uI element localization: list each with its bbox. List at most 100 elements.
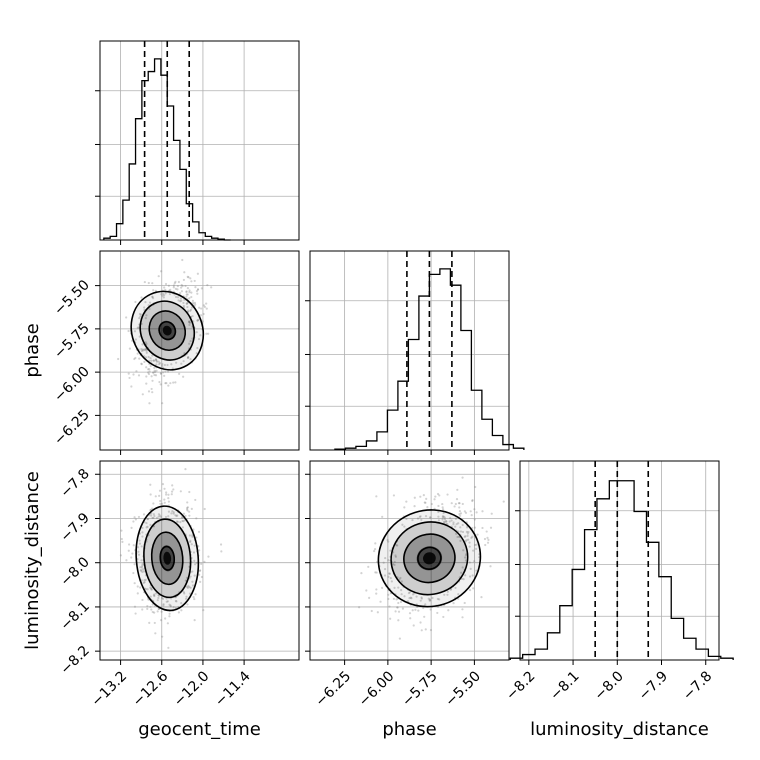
scatter-point [185,585,189,589]
scatter-point [459,526,462,529]
scatter-point [152,371,155,374]
scatter-point [387,575,390,579]
scatter-point [196,346,199,350]
scatter-point [127,329,130,333]
scatter-point [207,332,210,335]
scatter-point [147,390,151,393]
scatter-point [140,347,143,351]
joint-panel-geocent_time-luminosity_distance [119,468,223,649]
scatter-point [159,383,162,386]
scatter-point [141,598,144,602]
scatter-point [167,493,170,496]
scatter-point [375,495,378,498]
scatter-point [167,510,171,513]
scatter-point [471,535,474,538]
scatter-point [169,382,172,385]
scatter-point [136,326,139,329]
scatter-point [153,373,156,377]
scatter-point [143,348,146,352]
scatter-point [438,494,441,497]
scatter-point [199,569,202,572]
scatter-point [184,468,187,471]
scatter-point [143,306,146,309]
scatter-point [141,531,144,534]
scatter-point [419,495,422,498]
scatter-point [180,283,183,287]
scatter-point [416,517,420,520]
scatter-point [155,360,158,363]
scatter-point [454,517,458,520]
scatter-point [461,502,464,506]
scatter-point [147,281,150,285]
scatter-point [387,559,390,562]
scatter-point [182,304,185,308]
scatter-point [138,539,141,542]
scatter-point [180,299,183,302]
scatter-point [150,588,153,591]
scatter-point [446,590,449,593]
scatter-point [141,608,144,611]
scatter-point [442,615,445,619]
scatter-point [397,586,400,589]
scatter-point [144,341,147,344]
scatter-point [464,511,468,514]
scatter-point [405,500,408,503]
scatter-point [417,609,420,612]
scatter-point [388,572,391,575]
scatter-point [162,603,165,606]
scatter-point [168,615,171,618]
scatter-point [193,279,196,283]
scatter-point [120,529,123,532]
scatter-point [185,302,188,305]
scatter-point [173,282,176,285]
scatter-point [463,510,466,513]
scatter-point [182,375,185,378]
scatter-point [167,515,170,518]
scatter-point [205,332,208,335]
panel-frame-phase-luminosity_distance [309,460,510,661]
scatter-point [143,280,146,284]
scatter-point [199,334,202,337]
scatter-point [424,501,427,504]
scatter-point [461,616,464,619]
scatter-point [179,521,182,524]
scatter-point [153,369,156,372]
scatter-point [441,518,444,521]
scatter-point [174,381,177,384]
scatter-point [180,362,183,365]
scatter-point [426,506,429,509]
scatter-point [203,560,206,563]
scatter-point [188,320,191,324]
scatter-point [152,513,155,516]
scatter-point [403,506,406,509]
scatter-point [190,295,193,299]
scatter-point [396,544,399,547]
scatter-point [133,357,136,361]
scatter-point [146,607,149,610]
scatter-point [192,551,196,554]
contour-line [130,290,205,371]
scatter-point [184,597,188,600]
scatter-point [186,275,189,278]
scatter-point [455,523,458,526]
scatter-point [133,516,136,519]
panel-frame-phase [309,250,510,451]
scatter-point [149,357,152,360]
scatter-point [157,515,160,518]
scatter-point [462,578,465,581]
scatter-point [486,541,490,544]
scatter-point [188,514,191,517]
scatter-point [386,538,389,542]
scatter-point [153,611,156,614]
scatter-point [155,516,159,520]
scatter-point [470,514,473,517]
scatter-point [163,286,166,289]
scatter-point [174,280,177,283]
scatter-point [395,598,398,601]
scatter-point [437,504,440,508]
scatter-point [197,318,200,321]
scatter-point [468,545,471,548]
scatter-point [200,562,203,565]
scatter-point [172,488,175,491]
scatter-point [420,597,423,600]
